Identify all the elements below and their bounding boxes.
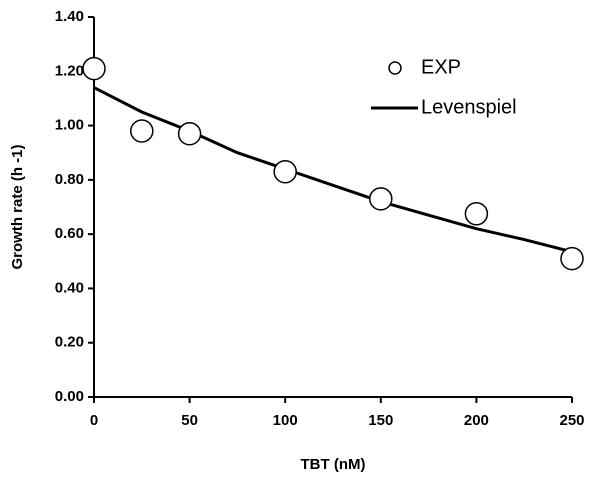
point [273, 159, 297, 184]
y-tick-label: 0.00 [55, 388, 84, 405]
y-tick-label: 0.20 [55, 334, 84, 351]
x-tick-label: 250 [559, 412, 584, 429]
y-tick-label: 1.00 [55, 117, 84, 134]
y-tick-label: 0.40 [55, 279, 84, 296]
y-tick-label: 0.60 [55, 225, 84, 242]
y-tick-label: 1.20 [55, 62, 84, 79]
point [464, 202, 489, 226]
point [130, 119, 154, 143]
line [93, 86, 573, 254]
x-tick-label: 0 [90, 412, 98, 429]
x-axis-label: TBT (nM) [301, 456, 366, 473]
legend-label: Levenspiel [421, 96, 517, 118]
point [82, 56, 106, 81]
point [177, 121, 202, 146]
y-axis-label: Growth rate (h -1) [9, 144, 26, 269]
y-tick-label: 0.80 [55, 171, 84, 188]
legend-label: EXP [421, 56, 461, 78]
x-tick-label: 150 [368, 412, 393, 429]
x-tick-label: 50 [181, 412, 198, 429]
point [369, 187, 393, 211]
x-tick-label: 200 [464, 412, 489, 429]
point [560, 246, 584, 271]
y-tick-label: 1.40 [55, 8, 84, 25]
x-tick-label: 100 [273, 412, 298, 429]
legend-marker [388, 61, 402, 75]
